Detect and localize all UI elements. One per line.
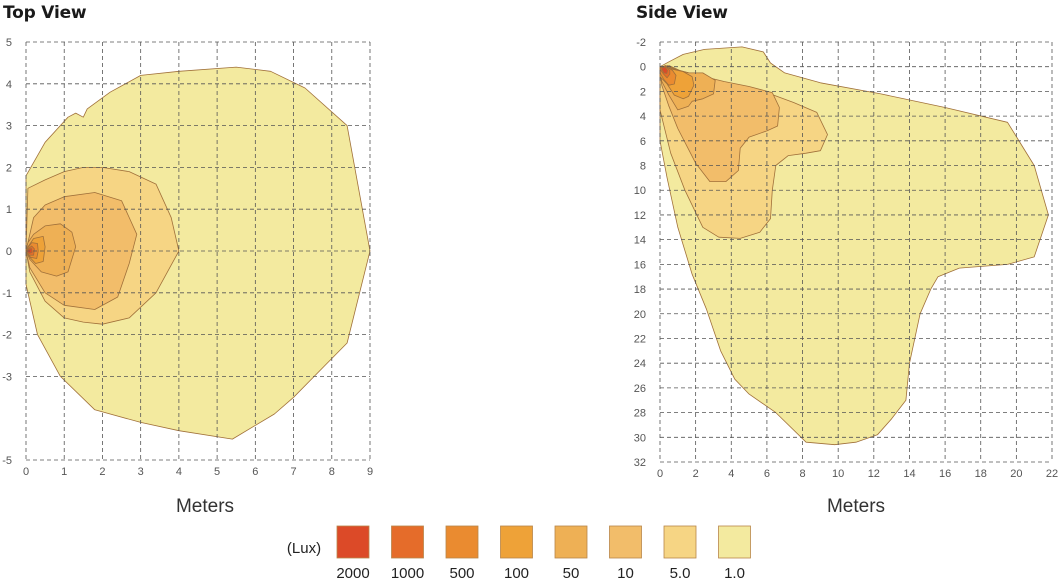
- x-tick-label: 2: [99, 466, 105, 478]
- y-tick-label: 22: [634, 333, 646, 345]
- legend-swatch-2000: [336, 525, 370, 559]
- x-tick-label: 8: [799, 468, 805, 480]
- side-view-chart: 0 2 4 6 8 10 12 14 16 18 20 22-20246810121416182022…: [634, 37, 1058, 517]
- legend-swatch-50: [554, 525, 588, 559]
- x-tick-label: 6: [252, 466, 258, 478]
- x-tick-label: 1: [61, 466, 67, 478]
- y-tick-label: 24: [634, 358, 646, 370]
- grid: [659, 41, 1053, 463]
- y-tick-label: 0: [640, 62, 646, 74]
- x-tick-label: 14: [903, 468, 915, 480]
- x-tick-label: 7: [290, 466, 296, 478]
- legend-label: 100: [504, 565, 529, 582]
- legend-swatch-1-0: [718, 525, 751, 559]
- y-tick-label: 20: [634, 309, 646, 321]
- y-tick-label: 3: [6, 121, 12, 133]
- x-tick-label: 3: [138, 466, 144, 478]
- y-tick-label: 10: [634, 185, 646, 197]
- y-tick-label: 0: [6, 246, 12, 258]
- y-tick-label: 32: [634, 457, 646, 469]
- legend-label: 10: [617, 565, 634, 582]
- x-tick-label: 4: [728, 468, 734, 480]
- y-tick-label: 14: [634, 235, 646, 247]
- legend-label: 1000: [391, 565, 424, 582]
- x-tick-label: 12: [868, 468, 880, 480]
- x-tick-label: 20: [1010, 468, 1022, 480]
- y-tick-label: 26: [634, 383, 646, 395]
- x-tick-label: 2: [693, 468, 699, 480]
- x-tick-label: 10: [832, 468, 844, 480]
- legend-label: 50: [563, 565, 580, 582]
- x-tick-label: 5: [214, 466, 220, 478]
- legend-swatch-10: [609, 525, 642, 559]
- y-tick-label: 18: [634, 284, 646, 296]
- x-tick-label: 6: [764, 468, 770, 480]
- legend-label: 5.0: [670, 565, 691, 582]
- legend-label: 1.0: [724, 565, 745, 582]
- y-tick-label: 5: [6, 37, 12, 49]
- x-tick-label: 0: [657, 468, 663, 480]
- y-tick-label: 4: [640, 111, 646, 123]
- y-tick-label: 28: [634, 408, 646, 420]
- x-tick-label: 16: [939, 468, 951, 480]
- legend-swatch-5-0: [663, 525, 697, 559]
- contour-1-0: [25, 66, 371, 440]
- y-tick-label: 1: [6, 204, 12, 216]
- lux-legend: (Lux) 2000 1000 500 100 50 10 5.0 1.0: [287, 525, 751, 582]
- x-tick-label: 4: [176, 466, 182, 478]
- y-tick-label: 12: [634, 210, 646, 222]
- x-axis-label: Meters: [176, 496, 234, 517]
- contour-10: [25, 192, 138, 310]
- legend-swatch-100: [500, 525, 533, 559]
- y-tick-label: 4: [6, 79, 12, 91]
- side-view-title: Side View: [636, 3, 728, 23]
- x-tick-label: 8: [329, 466, 335, 478]
- x-axis-label: Meters: [827, 496, 885, 517]
- grid: [25, 41, 371, 461]
- y-tick-label: -2: [636, 37, 646, 49]
- top-view-title: Top View: [3, 3, 87, 23]
- legend-label: 500: [449, 565, 474, 582]
- legend-swatch-1000: [391, 525, 424, 559]
- x-tick-label: 18: [975, 468, 987, 480]
- y-tick-label: -2: [2, 330, 12, 342]
- x-tick-label: 0: [23, 466, 29, 478]
- y-tick-label: -5: [2, 455, 12, 467]
- legend-unit: (Lux): [287, 540, 321, 557]
- legend-label: 2000: [336, 565, 369, 582]
- y-tick-label: 30: [634, 432, 646, 444]
- y-tick-label: -1: [2, 288, 12, 300]
- y-tick-label: 2: [6, 162, 12, 174]
- legend-swatch-500: [445, 525, 479, 559]
- y-tick-label: -3: [2, 371, 12, 383]
- y-tick-label: 6: [640, 136, 646, 148]
- y-tick-label: 8: [640, 161, 646, 173]
- x-tick-label: 22: [1046, 468, 1058, 480]
- y-tick-label: 16: [634, 259, 646, 271]
- y-tick-label: 2: [640, 86, 646, 98]
- contour-2000: [661, 66, 668, 74]
- x-tick-label: 9: [367, 466, 373, 478]
- top-view-chart: 0 1 2 3 4 5 6 7 8 9 5 4 3 2 1 0 -1 -2 -3 -5 Meters: [2, 37, 373, 517]
